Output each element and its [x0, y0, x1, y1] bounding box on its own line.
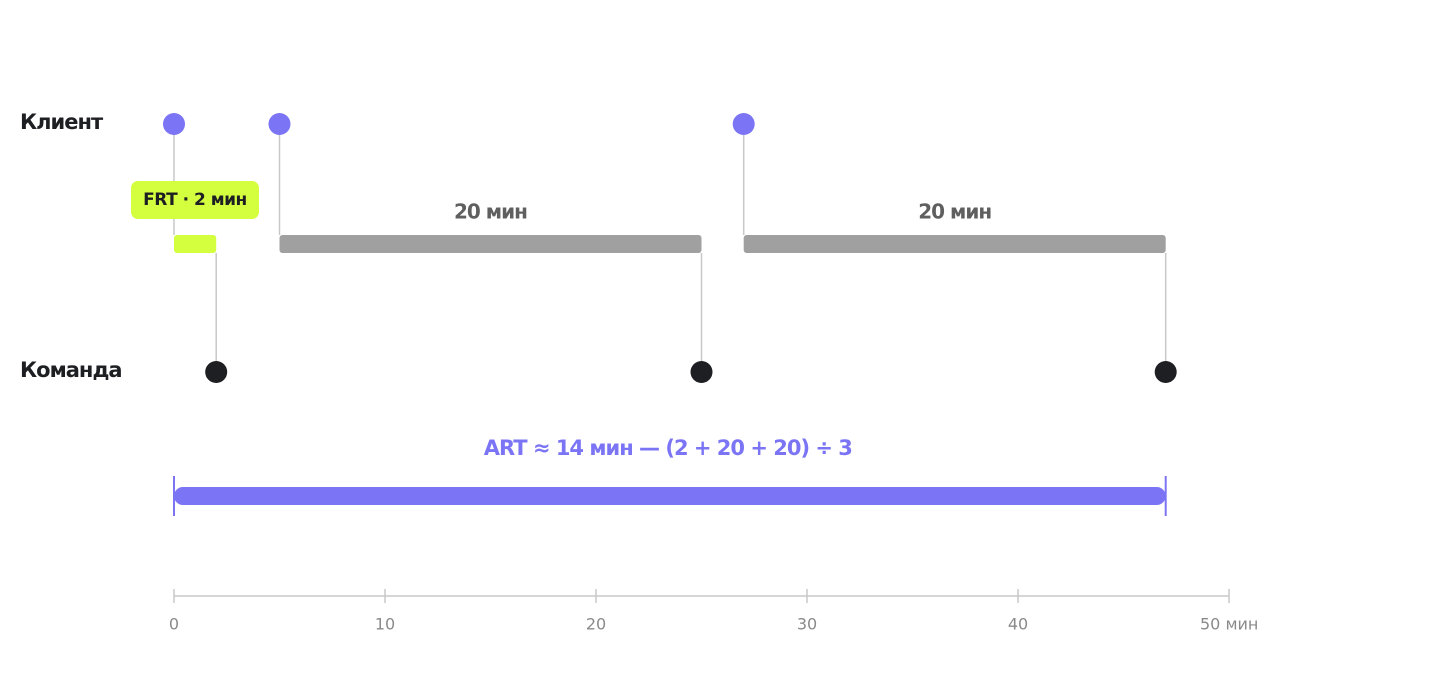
- client-event: [268, 113, 291, 135]
- frt-label: FRT · 2 мин: [143, 190, 247, 210]
- interval-label: 20 мин: [918, 200, 991, 224]
- team-event: [1154, 361, 1177, 383]
- tick-label: 20: [586, 615, 606, 634]
- interval-bar: [279, 235, 702, 253]
- tick-label: 40: [1008, 615, 1028, 634]
- team-row-label: Команда: [20, 358, 122, 382]
- team-event: [205, 361, 228, 383]
- art-label: ART ≈ 14 мин — (2 + 20 + 20) ÷ 3: [484, 436, 852, 460]
- tick-label: 0: [169, 615, 179, 634]
- art-bar: [174, 487, 1166, 505]
- client-event: [732, 113, 755, 135]
- interval-label: 20 мин: [454, 200, 527, 224]
- tick-label: 50 мин: [1200, 615, 1258, 634]
- tick-label: 30: [797, 615, 817, 634]
- interval-bar: [174, 235, 217, 253]
- tick-label: 10: [375, 615, 395, 634]
- client-event: [163, 113, 185, 135]
- client-row-label: Клиент: [20, 110, 104, 134]
- frt-badge: [131, 181, 259, 219]
- interval-bar: [743, 235, 1166, 253]
- team-event: [690, 361, 713, 383]
